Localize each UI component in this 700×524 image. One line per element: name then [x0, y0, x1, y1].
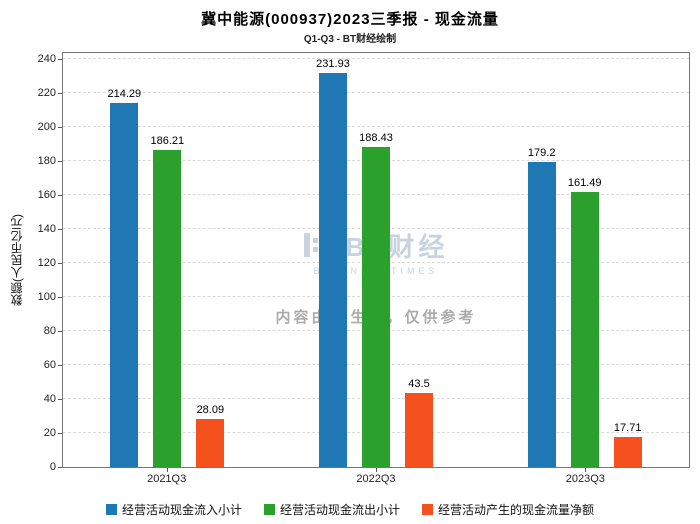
- y-tick-mark: [58, 161, 62, 162]
- y-tick-label: 40: [43, 393, 56, 405]
- plot-area: BT财经 BUSINESSTIMES 内容由AI生成，仅供参考 214.2918…: [62, 52, 690, 468]
- gridline: [63, 126, 689, 127]
- y-tick-label: 140: [37, 223, 56, 235]
- chart-subtitle: Q1-Q3 - BT财经绘制: [303, 34, 397, 45]
- y-tick-mark: [58, 195, 62, 196]
- x-tick-label: 2023Q3: [565, 473, 605, 485]
- y-tick-label: 220: [37, 87, 56, 99]
- bar: 214.29: [108, 88, 141, 467]
- y-tick-mark: [58, 467, 62, 468]
- y-tick-mark: [58, 365, 62, 366]
- chart-title: 冀中能源(000937)2023三季报 - 现金流量: [201, 11, 499, 28]
- bar-value-label: 28.09: [196, 404, 225, 417]
- y-tick-label: 80: [43, 325, 56, 337]
- bar-value-label: 17.71: [613, 421, 642, 434]
- y-tick-label: 0: [49, 461, 56, 473]
- y-tick-mark: [58, 229, 62, 230]
- y-tick-label: 160: [37, 189, 56, 201]
- bar-value-label: 179.2: [527, 147, 556, 160]
- y-tick-label: 60: [43, 359, 56, 371]
- bar-group-2023q3: 179.2 161.49 17.71: [480, 53, 689, 467]
- bar-value-label: 43.5: [408, 378, 430, 391]
- y-tick-mark: [58, 59, 62, 60]
- y-tick-label: 20: [43, 427, 56, 439]
- y-tick-label: 180: [37, 155, 56, 167]
- legend-item: 经营活动现金流出小计: [263, 501, 400, 518]
- gridline: [63, 58, 689, 59]
- x-tick-label: 2021Q3: [147, 473, 187, 485]
- x-axis-tick-labels: 2021Q3 2022Q3 2023Q3: [62, 473, 690, 485]
- y-tick-label: 100: [37, 291, 56, 303]
- y-tick-mark: [58, 127, 62, 128]
- chart-legend: 经营活动现金流入小计 经营活动现金流出小计 经营活动产生的现金流量净额: [0, 501, 700, 518]
- gridline: [63, 92, 689, 93]
- legend-swatch: [263, 504, 275, 515]
- bar: 186.21: [151, 135, 184, 467]
- y-axis-tick-marks: [58, 52, 62, 468]
- y-tick-label: 120: [37, 257, 56, 269]
- x-tick-label: 2022Q3: [356, 473, 396, 485]
- legend-swatch: [422, 504, 433, 515]
- y-tick-mark: [58, 399, 62, 400]
- bar-value-label: 161.49: [567, 177, 602, 190]
- y-tick-mark: [58, 297, 62, 298]
- y-tick-mark: [58, 433, 62, 434]
- legend-item: 经营活动产生的现金流量净额: [422, 501, 594, 518]
- x-tick-mark: [166, 468, 168, 472]
- bars-container: 214.29 186.21 28.09 231.93 188.43 43.5 179.2 16…: [63, 53, 689, 467]
- y-tick-label: 200: [37, 121, 56, 133]
- bar-value-label: 186.21: [150, 135, 185, 148]
- x-axis-tick-marks: [62, 468, 690, 472]
- y-axis-label: 数额(人民币亿元): [10, 214, 24, 306]
- bar-group-2022q3: 231.93 188.43 43.5: [272, 53, 481, 467]
- legend-label: 经营活动产生的现金流量净额: [438, 503, 595, 517]
- bar: 17.71: [613, 422, 642, 467]
- legend-label: 经营活动现金流入小计: [121, 503, 242, 517]
- bar: 28.09: [196, 404, 225, 467]
- x-tick-mark: [376, 468, 377, 472]
- bar-value-label: 188.43: [359, 131, 393, 144]
- y-tick-mark: [58, 331, 62, 332]
- bar: 43.5: [405, 378, 433, 467]
- y-axis-tick-labels: 0 20 40 60 80 100 120 140 160 180 200 220 240: [26, 52, 56, 473]
- y-tick-mark: [58, 93, 62, 94]
- bar: 161.49: [568, 177, 602, 467]
- bar-value-label: 214.29: [107, 87, 142, 100]
- legend-item: 经营活动现金流入小计: [105, 501, 242, 518]
- legend-label: 经营活动现金流出小计: [279, 503, 400, 517]
- bar: 179.2: [527, 147, 556, 467]
- bar-group-2021q3: 214.29 186.21 28.09: [63, 53, 272, 467]
- y-tick-mark: [58, 263, 62, 264]
- bar: 231.93: [316, 58, 350, 467]
- legend-swatch: [105, 504, 117, 515]
- x-tick-mark: [585, 468, 587, 472]
- bar-value-label: 231.93: [316, 57, 350, 70]
- y-tick-label: 240: [37, 53, 56, 65]
- bar: 188.43: [359, 132, 393, 467]
